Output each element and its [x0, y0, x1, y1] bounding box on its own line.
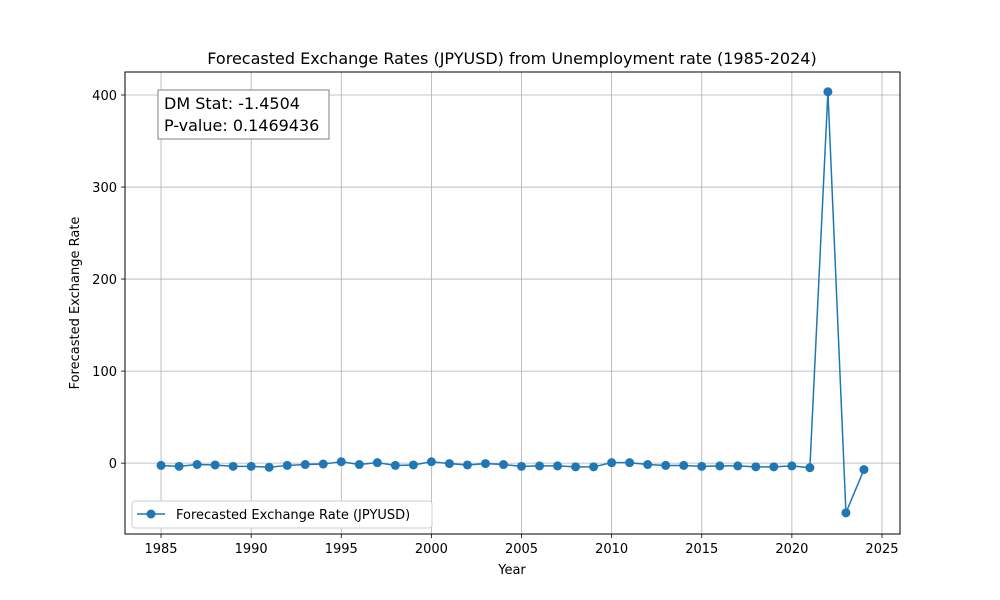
data-point-2017 [733, 461, 743, 471]
data-point-2012 [643, 460, 653, 470]
data-point-2000 [426, 457, 436, 467]
p-value-text: P-value: 0.1469436 [164, 116, 319, 135]
data-point-1999 [408, 460, 418, 470]
stats-annotation: DM Stat: -1.4504 P-value: 0.1469436 [157, 89, 330, 140]
x-tick-label: 2005 [505, 542, 538, 557]
x-tick-label: 1995 [325, 542, 358, 557]
data-point-2007 [553, 461, 563, 471]
tick-layer: 1985 1990 1995 2000 2005 2010 2015 2020 2025 0 100… [92, 89, 898, 557]
dm-stat-text: DM Stat: -1.4504 [164, 94, 300, 113]
plot-area-frame [124, 71, 901, 535]
data-point-2002 [462, 460, 472, 470]
data-point-2010 [607, 458, 617, 468]
data-point-2008 [571, 462, 581, 472]
y-tick-label: 300 [92, 181, 117, 196]
data-point-2005 [517, 461, 527, 471]
x-tick-label: 2010 [595, 542, 628, 557]
data-point-1986 [174, 461, 184, 471]
y-tick-label: 100 [92, 365, 117, 380]
data-point-1992 [282, 460, 292, 470]
data-point-2001 [444, 459, 454, 469]
data-point-2006 [535, 461, 545, 471]
x-tick-label: 2020 [775, 542, 808, 557]
data-point-1988 [210, 460, 220, 470]
series-line [161, 91, 865, 514]
data-point-1998 [390, 460, 400, 470]
data-point-2009 [589, 462, 599, 472]
legend-box [131, 500, 433, 529]
data-point-2024 [859, 465, 869, 475]
data-point-2021 [805, 463, 815, 473]
y-tick-label: 200 [92, 273, 117, 288]
x-tick-label: 2000 [415, 542, 448, 557]
data-point-1989 [228, 461, 238, 471]
data-point-2019 [769, 462, 779, 472]
data-point-2015 [697, 461, 707, 471]
data-point-2023 [841, 508, 851, 518]
y-tick-label: 400 [92, 89, 117, 104]
data-point-1994 [318, 459, 328, 469]
y-tick-label: 0 [109, 457, 117, 472]
x-tick-label: 1985 [144, 542, 177, 557]
y-axis-label: Forecasted Exchange Rate [68, 217, 83, 390]
data-point-2011 [625, 458, 635, 468]
data-point-2022 [823, 87, 833, 97]
x-tick-label: 1990 [235, 542, 268, 557]
data-point-1985 [156, 460, 166, 470]
data-point-2014 [679, 460, 689, 470]
stats-annotation-box [157, 89, 330, 140]
legend-label: Forecasted Exchange Rate (JPYUSD) [176, 508, 410, 523]
data-point-2013 [661, 460, 671, 470]
legend: Forecasted Exchange Rate (JPYUSD) [131, 500, 433, 529]
chart-title: Forecasted Exchange Rates (JPYUSD) from … [207, 49, 816, 68]
x-axis-label: Year [497, 563, 526, 578]
data-point-1991 [264, 462, 274, 472]
data-point-1987 [192, 460, 202, 470]
x-tick-label: 2015 [685, 542, 718, 557]
data-point-2016 [715, 461, 725, 471]
legend-marker-swatch [146, 509, 156, 519]
data-point-2018 [751, 462, 761, 472]
data-point-1995 [336, 457, 346, 467]
data-point-1997 [372, 458, 382, 468]
x-tick-label: 2025 [865, 542, 898, 557]
data-point-2020 [787, 461, 797, 471]
data-point-2004 [498, 460, 508, 470]
data-point-1996 [354, 460, 364, 470]
data-point-1990 [246, 461, 256, 471]
data-point-2003 [480, 459, 490, 469]
data-point-1993 [300, 460, 310, 470]
grid-layer [125, 72, 900, 534]
series-layer [156, 87, 869, 518]
